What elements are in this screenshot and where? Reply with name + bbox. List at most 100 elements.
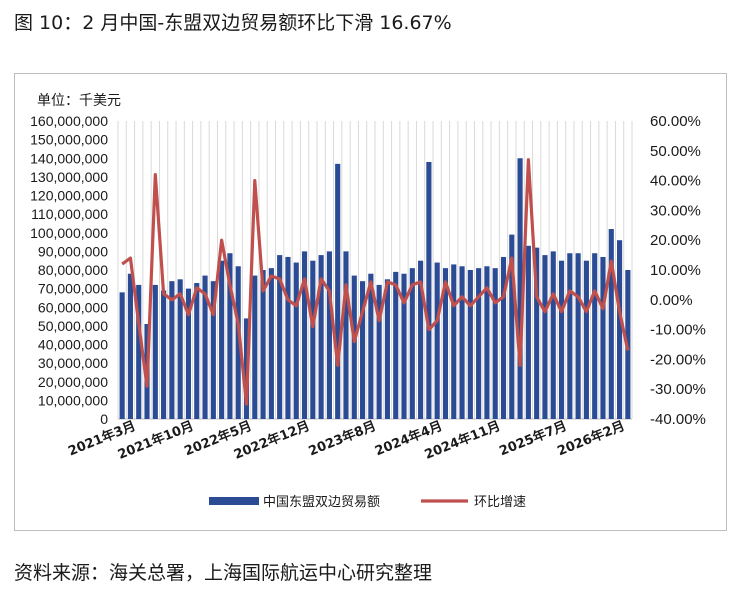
left-tick-label: 110,000,000: [31, 206, 108, 222]
bar-mark: [409, 268, 415, 419]
left-tick-label: 100,000,000: [30, 225, 108, 241]
bar-mark: [359, 281, 366, 419]
right-tick-label: 60.00%: [650, 113, 701, 130]
left-tick-label: 130,000,000: [30, 169, 108, 185]
bar-mark: [418, 260, 424, 419]
bar-mark: [152, 284, 158, 419]
left-tick-label: 40,000,000: [38, 337, 108, 353]
left-tick-label: 80,000,000: [38, 262, 108, 278]
bar-mark: [484, 266, 490, 419]
legend-line-label: 环比增速: [474, 495, 526, 510]
bar-mark: [310, 260, 316, 419]
growth-line: [121, 158, 630, 406]
right-axis-ticks: 60.00% 50.00% 40.00% 30.00% 20.00% 10.00% 0.00…: [650, 113, 706, 428]
figure-title: 图 10：2 月中国-东盟双边贸易额环比下滑 16.67%: [14, 12, 452, 34]
bar-mark: [476, 268, 482, 419]
left-tick-label: 10,000,000: [38, 392, 108, 408]
bar-mark: [293, 262, 299, 419]
unit-label: 单位：千美元: [37, 93, 121, 109]
right-tick-label: 50.00%: [650, 143, 701, 160]
bar-mark: [600, 256, 606, 419]
bar-mark: [194, 283, 200, 419]
x-axis-ticks: 2021年3月2021年10月2022年5月2022年12月2023年8月202…: [66, 418, 627, 463]
line-series: [121, 158, 630, 406]
left-tick-label: 60,000,000: [38, 299, 108, 315]
right-tick-label: 20.00%: [650, 232, 701, 249]
bar-mark: [227, 253, 233, 419]
vertical-gridlines: [117, 121, 633, 420]
bar-mark: [517, 158, 523, 419]
right-tick-label: 10.00%: [650, 262, 701, 279]
right-tick-label: 30.00%: [650, 202, 701, 219]
bar-mark: [268, 268, 274, 419]
left-axis-ticks: 0 10,000,000 20,000,000 30,000,000 40,000,00…: [30, 113, 108, 427]
bar-mark: [492, 268, 498, 419]
bar-mark: [558, 260, 565, 419]
left-tick-label: 90,000,000: [38, 243, 108, 259]
legend: 中国东盟双边贸易额 环比增速: [209, 495, 526, 510]
bar-mark: [442, 268, 449, 419]
bar-mark: [185, 288, 192, 419]
bar-mark: [525, 245, 531, 419]
bar-mark: [219, 260, 225, 419]
bar-mark: [368, 273, 374, 419]
bar-mark: [235, 266, 241, 419]
bar-mark: [285, 256, 291, 419]
bar-mark: [177, 279, 183, 419]
left-tick-label: 160,000,000: [30, 113, 108, 129]
bar-mark: [384, 279, 391, 419]
bar-mark: [393, 271, 399, 419]
bar-mark: [260, 270, 266, 419]
right-tick-label: -40.00%: [650, 411, 706, 428]
bar-mark: [277, 255, 283, 419]
bar-mark: [202, 275, 208, 419]
legend-bar-swatch: [209, 497, 259, 505]
bar-series: [119, 158, 631, 419]
bar-mark: [534, 247, 540, 419]
bar-mark: [608, 229, 614, 419]
bar-mark: [616, 240, 623, 419]
right-tick-label: 0.00%: [650, 292, 693, 309]
bar-mark: [252, 275, 258, 419]
bar-mark: [583, 260, 589, 419]
bar-mark: [136, 284, 142, 419]
bar-mark: [426, 161, 432, 419]
bar-mark: [301, 251, 308, 419]
right-tick-label: -20.00%: [650, 351, 706, 368]
bar-mark: [467, 270, 473, 419]
bar-mark: [434, 262, 440, 419]
left-tick-label: 0: [100, 411, 108, 427]
left-tick-label: 30,000,000: [38, 355, 108, 371]
bar-mark: [567, 253, 573, 419]
bar-mark: [509, 234, 515, 419]
bar-mark: [335, 163, 341, 419]
left-tick-label: 150,000,000: [30, 132, 108, 148]
bar-mark: [401, 273, 407, 419]
bar-mark: [161, 290, 167, 419]
x-tick-label: 2026年2月: [555, 418, 627, 460]
bar-mark: [119, 292, 125, 419]
bar-mark: [343, 251, 349, 419]
left-tick-label: 20,000,000: [38, 374, 108, 390]
right-tick-label: -30.00%: [650, 381, 706, 398]
bar-mark: [169, 281, 175, 419]
bar-mark: [500, 256, 507, 419]
left-tick-label: 70,000,000: [38, 281, 108, 297]
bar-mark: [326, 251, 332, 419]
chart-frame: [14, 73, 727, 531]
left-tick-label: 50,000,000: [38, 318, 108, 334]
bar-mark: [127, 273, 134, 419]
left-tick-label: 120,000,000: [30, 188, 108, 204]
bar-mark: [451, 264, 457, 419]
source-note: 资料来源：海关总署，上海国际航运中心研究整理: [14, 562, 433, 584]
bar-mark: [459, 266, 465, 419]
bar-mark: [550, 251, 556, 419]
bar-mark: [542, 255, 548, 419]
bar-mark: [376, 284, 382, 419]
left-tick-label: 140,000,000: [30, 150, 108, 166]
bar-mark: [318, 255, 324, 419]
right-tick-label: -10.00%: [650, 322, 706, 339]
bar-mark: [592, 253, 598, 419]
x-tick-label: 2023年8月: [306, 418, 378, 460]
